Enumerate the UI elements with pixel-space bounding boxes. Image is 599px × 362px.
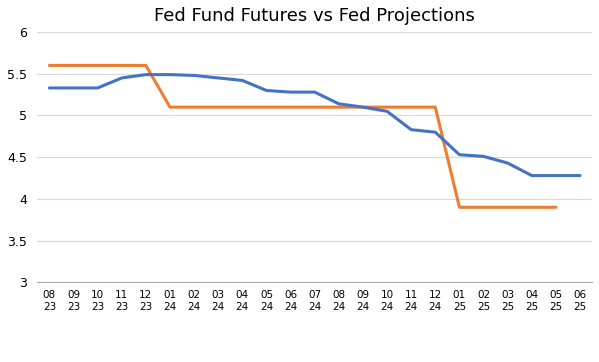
- Current Implied Fed Funds rate: [504, 161, 511, 165]
- Fed Funds Data Plot: [263, 105, 270, 109]
- Title: Fed Fund Futures vs Fed Projections: Fed Fund Futures vs Fed Projections: [155, 7, 475, 25]
- Current Implied Fed Funds rate: [287, 90, 294, 94]
- Current Implied Fed Funds rate: [480, 154, 487, 159]
- Current Implied Fed Funds rate: [432, 130, 439, 134]
- Fed Funds Data Plot: [552, 205, 559, 210]
- Fed Funds Data Plot: [167, 105, 174, 109]
- Fed Funds Data Plot: [94, 63, 101, 68]
- Fed Funds Data Plot: [70, 63, 77, 68]
- Fed Funds Data Plot: [432, 105, 439, 109]
- Current Implied Fed Funds rate: [263, 88, 270, 93]
- Current Implied Fed Funds rate: [46, 86, 53, 90]
- Current Implied Fed Funds rate: [383, 109, 391, 114]
- Current Implied Fed Funds rate: [335, 102, 343, 106]
- Current Implied Fed Funds rate: [552, 173, 559, 178]
- Fed Funds Data Plot: [311, 105, 318, 109]
- Fed Funds Data Plot: [528, 205, 536, 210]
- Current Implied Fed Funds rate: [143, 72, 150, 77]
- Current Implied Fed Funds rate: [407, 127, 415, 132]
- Fed Funds Data Plot: [504, 205, 511, 210]
- Current Implied Fed Funds rate: [167, 72, 174, 77]
- Current Implied Fed Funds rate: [214, 76, 222, 80]
- Current Implied Fed Funds rate: [94, 86, 101, 90]
- Line: Current Implied Fed Funds rate: Current Implied Fed Funds rate: [50, 75, 580, 176]
- Current Implied Fed Funds rate: [528, 173, 536, 178]
- Current Implied Fed Funds rate: [190, 73, 198, 77]
- Fed Funds Data Plot: [383, 105, 391, 109]
- Current Implied Fed Funds rate: [576, 173, 583, 178]
- Fed Funds Data Plot: [407, 105, 415, 109]
- Fed Funds Data Plot: [480, 205, 487, 210]
- Fed Funds Data Plot: [359, 105, 367, 109]
- Fed Funds Data Plot: [456, 205, 463, 210]
- Current Implied Fed Funds rate: [239, 78, 246, 83]
- Fed Funds Data Plot: [335, 105, 343, 109]
- Current Implied Fed Funds rate: [118, 76, 125, 80]
- Current Implied Fed Funds rate: [70, 86, 77, 90]
- Current Implied Fed Funds rate: [359, 105, 367, 109]
- Line: Fed Funds Data Plot: Fed Funds Data Plot: [50, 66, 556, 207]
- Fed Funds Data Plot: [46, 63, 53, 68]
- Fed Funds Data Plot: [143, 63, 150, 68]
- Fed Funds Data Plot: [118, 63, 125, 68]
- Current Implied Fed Funds rate: [311, 90, 318, 94]
- Fed Funds Data Plot: [214, 105, 222, 109]
- Fed Funds Data Plot: [287, 105, 294, 109]
- Fed Funds Data Plot: [190, 105, 198, 109]
- Fed Funds Data Plot: [239, 105, 246, 109]
- Current Implied Fed Funds rate: [456, 152, 463, 157]
